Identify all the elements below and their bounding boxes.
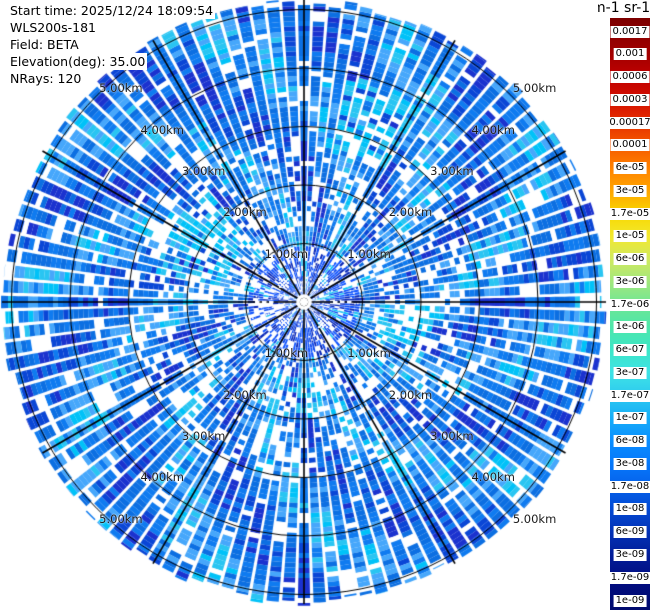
ring-label: 1.00km [347, 346, 391, 361]
colorbar-tick: 6e-09 [613, 526, 647, 539]
ring-label: 4.00km [471, 122, 515, 137]
colorbar-tick: 0.0017 [610, 25, 650, 38]
ring-label: 5.00km [99, 81, 143, 96]
ring-label: 2.00km [223, 387, 267, 402]
colorbar-tick: 3e-05 [613, 184, 647, 197]
instrument-text: WLS200s-181 [8, 19, 98, 36]
colorbar-tick: 1e-09 [613, 594, 647, 607]
ring-label: 5.00km [99, 511, 143, 526]
ring-label: 2.00km [388, 387, 433, 402]
colorbar-tick: 3e-09 [613, 548, 647, 561]
ring-label: 4.00km [140, 122, 184, 137]
colorbar [610, 18, 650, 610]
colorbar-tick: 1e-06 [613, 321, 647, 334]
colorbar-tick: 1e-07 [613, 412, 647, 425]
colorbar-tick: 1e-05 [613, 230, 647, 243]
field-text: Field: BETA [8, 36, 81, 53]
ring-label: 3.00km [181, 163, 226, 178]
colorbar-tick: 3e-08 [613, 457, 647, 470]
ring-label: 3.00km [181, 429, 226, 444]
colorbar-tick: 0.0003 [610, 93, 650, 106]
ring-label: 1.00km [264, 246, 309, 261]
colorbar-tick: 0.0001 [610, 139, 650, 152]
colorbar-tick: 1.7e-09 [608, 571, 650, 584]
ring-label: 4.00km [471, 470, 515, 485]
colorbar-tick: 3e-07 [613, 366, 647, 379]
ring-label: 5.00km [512, 511, 557, 526]
ring-label: 1.00km [264, 346, 309, 361]
colorbar-tick: 6e-08 [613, 435, 647, 448]
colorbar-tick: 3e-06 [613, 275, 647, 288]
scan-info-block: Start time: 2025/12/24 18:09:54 WLS200s-… [8, 2, 216, 87]
colorbar-tick: 1e-08 [613, 503, 647, 516]
colorbar-tick: 0.00017 [607, 116, 650, 129]
ring-label: 3.00km [430, 163, 474, 178]
colorbar-tick: 0.001 [613, 48, 647, 61]
colorbar-tick: 0.0006 [610, 71, 650, 84]
colorbar-tick: 1.7e-05 [608, 207, 650, 220]
colorbar-title: m-1 sr-1 [598, 0, 650, 16]
ring-label: 1.00km [347, 246, 391, 261]
colorbar-tick: 1.7e-08 [608, 480, 650, 493]
ring-label: 5.00km [512, 81, 557, 96]
colorbar-tick: 6e-06 [613, 253, 647, 266]
nrays-text: NRays: 120 [8, 70, 84, 87]
ring-label: 4.00km [140, 470, 184, 485]
ring-label: 3.00km [430, 429, 474, 444]
elevation-text: Elevation(deg): 35.00 [8, 53, 148, 70]
colorbar-tick: 6e-07 [613, 344, 647, 357]
colorbar-tick: 1.7e-06 [608, 298, 650, 311]
ring-label: 2.00km [388, 205, 433, 220]
start-time-text: Start time: 2025/12/24 18:09:54 [8, 2, 216, 19]
colorbar-tick: 1.7e-07 [608, 389, 650, 402]
colorbar-tick: 6e-05 [613, 162, 647, 175]
ring-label: 2.00km [223, 205, 267, 220]
